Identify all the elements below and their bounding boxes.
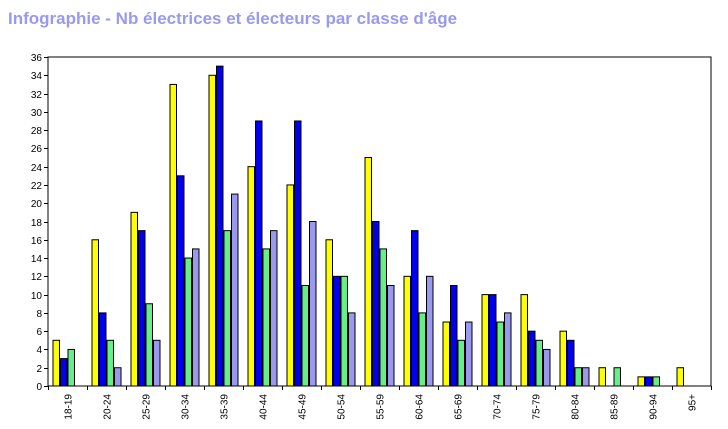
bar	[177, 175, 185, 387]
bar	[340, 275, 348, 387]
bar	[145, 303, 153, 387]
bar	[247, 166, 255, 387]
bar	[301, 284, 309, 387]
bar	[138, 230, 146, 387]
y-tick-label: 18	[31, 218, 43, 229]
x-tick-label: 90-94	[649, 394, 660, 420]
bar	[418, 312, 426, 387]
y-tick-label: 0	[36, 382, 42, 393]
x-tick-label: 95+	[688, 394, 699, 411]
bar	[442, 321, 450, 387]
x-tick-label: 80-84	[571, 394, 582, 420]
bar	[216, 65, 224, 387]
bar	[91, 239, 99, 387]
x-tick-label: 30-34	[181, 394, 192, 420]
chart-title: Infographie - Nb électrices et électeurs…	[8, 9, 458, 28]
bar	[153, 339, 161, 387]
bar	[489, 294, 497, 387]
x-tick-label: 50-54	[337, 394, 348, 420]
bar	[528, 330, 536, 387]
bar	[637, 376, 645, 387]
bar	[262, 248, 270, 387]
y-tick-label: 36	[31, 53, 43, 64]
bar	[457, 339, 465, 387]
bar	[364, 157, 372, 387]
bar	[652, 376, 660, 387]
bar	[99, 312, 107, 387]
bar	[325, 239, 333, 387]
bar	[223, 230, 231, 387]
y-tick-label: 10	[31, 291, 43, 302]
bar	[255, 120, 263, 387]
x-tick-label: 70-74	[493, 394, 504, 420]
bar	[613, 367, 621, 387]
y-tick-label: 6	[36, 327, 42, 338]
x-tick-label: 40-44	[259, 394, 270, 420]
bar	[379, 248, 387, 387]
y-tick-label: 8	[36, 309, 42, 320]
bar	[106, 339, 114, 387]
bar	[582, 367, 590, 387]
bar	[52, 339, 60, 387]
bar	[411, 230, 419, 387]
y-tick-label: 32	[31, 90, 43, 101]
bar	[184, 257, 192, 387]
x-tick-label: 85-89	[610, 394, 621, 420]
y-tick-label: 24	[31, 163, 43, 174]
y-tick-label: 28	[31, 126, 43, 137]
bar	[403, 275, 411, 387]
bar	[192, 248, 200, 387]
y-tick-label: 14	[31, 254, 43, 265]
y-tick-label: 30	[31, 108, 43, 119]
bar	[543, 348, 551, 387]
bar	[309, 221, 317, 387]
bar	[60, 358, 68, 387]
y-tick-label: 4	[36, 345, 42, 356]
x-tick-label: 75-79	[532, 394, 543, 420]
bar	[67, 348, 75, 387]
bar	[520, 294, 528, 387]
bar	[504, 312, 512, 387]
bar	[676, 367, 684, 387]
x-tick-label: 25-29	[142, 394, 153, 420]
bar	[169, 83, 177, 387]
x-tick-label: 65-69	[454, 394, 465, 420]
x-tick-label: 35-39	[220, 394, 231, 420]
y-tick-label: 22	[31, 181, 43, 192]
bar	[496, 321, 504, 387]
bar	[114, 367, 122, 387]
bar	[231, 193, 239, 387]
y-tick-label: 12	[31, 272, 43, 283]
bar	[450, 284, 458, 387]
bar	[567, 339, 575, 387]
bar	[426, 275, 434, 387]
bar	[286, 184, 294, 387]
y-tick-label: 34	[31, 71, 43, 82]
x-tick-label: 60-64	[415, 394, 426, 420]
x-tick-label: 45-49	[298, 394, 309, 420]
bar	[645, 376, 653, 387]
x-tick-label: 20-24	[103, 394, 114, 420]
bar	[208, 74, 216, 387]
bar	[598, 367, 606, 387]
y-tick-label: 26	[31, 144, 43, 155]
bar	[130, 211, 138, 387]
y-tick-label: 16	[31, 236, 43, 247]
bar	[465, 321, 473, 387]
bar	[348, 312, 356, 387]
bar	[574, 367, 582, 387]
x-tick-label: 55-59	[376, 394, 387, 420]
x-tick-label: 18-19	[64, 394, 75, 420]
y-tick-label: 20	[31, 199, 43, 210]
bar	[559, 330, 567, 387]
y-tick-label: 2	[36, 364, 42, 375]
bar	[294, 120, 302, 387]
bar	[333, 275, 341, 387]
bar	[387, 284, 395, 387]
bar	[372, 221, 380, 387]
bar	[535, 339, 543, 387]
bar	[481, 294, 489, 387]
bar	[270, 230, 278, 387]
